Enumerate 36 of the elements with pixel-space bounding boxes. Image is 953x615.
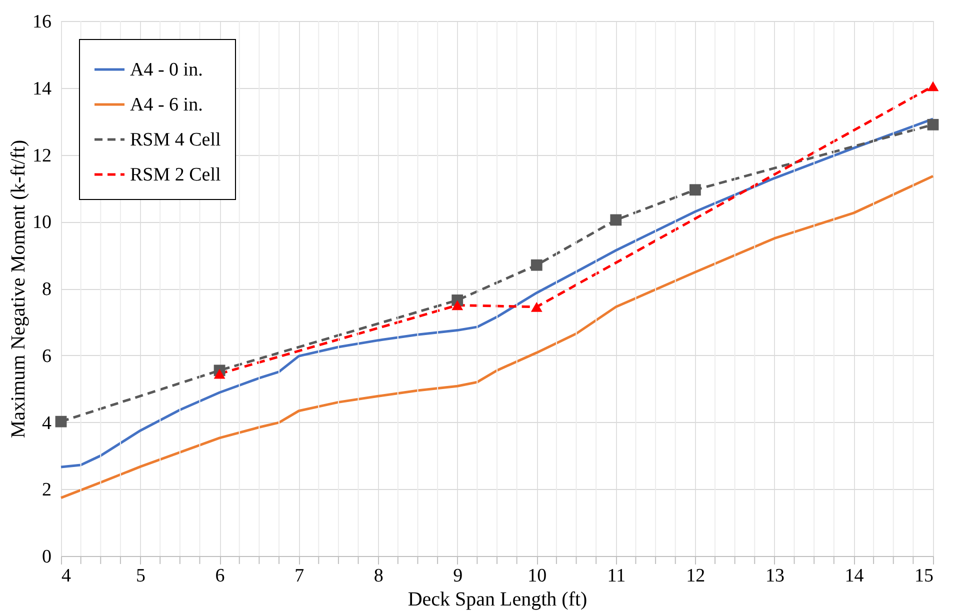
y-tick-label: 14	[32, 78, 52, 100]
x-tick-label: 11	[607, 566, 626, 586]
y-axis-title: Maximum Negative Moment (k-ft/ft)	[8, 140, 30, 438]
point	[610, 214, 622, 226]
point	[530, 302, 542, 312]
x-tick-label: 9	[453, 566, 463, 586]
y-tick-label: 8	[42, 279, 52, 300]
x-tick-label: 14	[844, 566, 864, 586]
x-tick-label: 15	[914, 566, 934, 586]
point	[214, 368, 226, 379]
legend-label: RSM 2 Cell	[130, 164, 221, 186]
legend-label: RSM 4 Cell	[130, 130, 221, 150]
point	[55, 416, 67, 428]
y-tick-label: 0	[42, 546, 52, 568]
x-tick-label: 13	[765, 566, 784, 586]
point	[689, 184, 701, 196]
legend-label: A4 - 6 in.	[130, 94, 203, 116]
point	[927, 81, 939, 92]
y-tick-label: 4	[42, 412, 52, 434]
point	[927, 118, 939, 130]
x-tick-label: 6	[215, 566, 225, 586]
y-tick-label: 12	[32, 145, 52, 166]
x-tick-label: 10	[528, 566, 547, 586]
legend-label: A4 - 0 in.	[130, 60, 203, 80]
x-tick-label: 4	[62, 566, 72, 586]
point	[452, 300, 464, 310]
x-tick-label: 12	[686, 566, 706, 586]
x-tick-label: 7	[294, 566, 304, 586]
y-tick-label: 10	[32, 212, 52, 234]
y-tick-label: 2	[42, 480, 52, 501]
x-tick-label: 5	[136, 566, 146, 586]
y-tick-label: 6	[42, 346, 52, 367]
x-tick-label: 8	[374, 566, 384, 586]
y-tick-label: 16	[32, 12, 52, 32]
x-axis-title: Deck Span Length (ft)	[408, 588, 588, 610]
point	[530, 259, 542, 271]
